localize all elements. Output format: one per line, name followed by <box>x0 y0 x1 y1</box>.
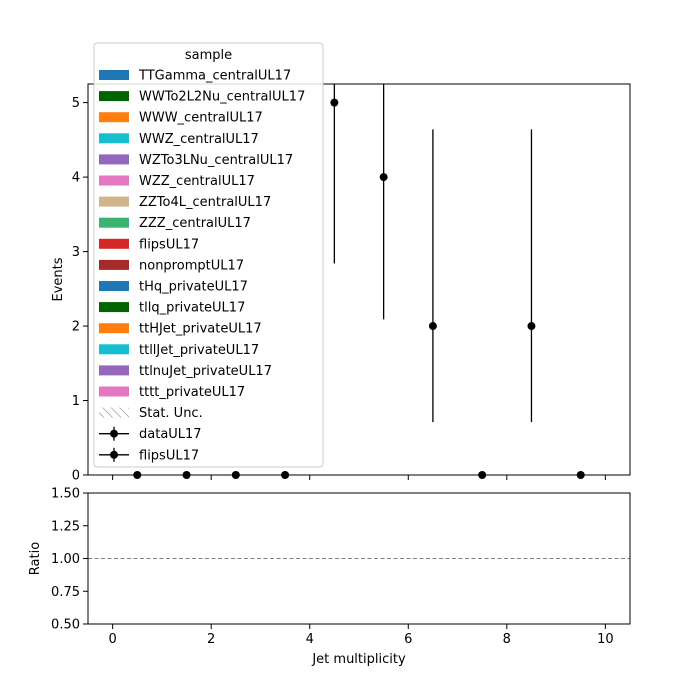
legend-label: Stat. Unc. <box>139 406 203 421</box>
legend-swatch <box>99 91 129 102</box>
legend-label: flipsUL17 <box>139 448 199 463</box>
legend-label: dataUL17 <box>139 427 202 442</box>
ratio-x-tick-label: 4 <box>306 632 314 647</box>
legend-entry: WWW_centralUL17 <box>99 111 263 126</box>
ratio-y-tick-label: 1.50 <box>51 487 80 502</box>
main-y-axis-label: Events <box>51 257 66 301</box>
data-point <box>379 173 388 182</box>
legend-label: tllq_privateUL17 <box>139 301 245 316</box>
legend-label: WZTo3LNu_centralUL17 <box>139 153 293 168</box>
legend-marker <box>110 450 118 459</box>
main-y-tick-label: 3 <box>72 245 80 260</box>
legend-entry: WWTo2L2Nu_centralUL17 <box>99 90 305 105</box>
legend-entry: WWZ_centralUL17 <box>99 132 259 147</box>
legend-entry: tllq_privateUL17 <box>99 301 245 316</box>
legend-swatch <box>99 238 129 249</box>
legend-marker <box>110 429 118 438</box>
ratio-x-tick-label: 6 <box>404 632 412 647</box>
data-point <box>428 322 437 331</box>
legend-label: ttlnuJet_privateUL17 <box>139 364 272 379</box>
legend-entry: flipsUL17 <box>99 237 199 252</box>
legend-box <box>93 42 324 468</box>
main-data-layer <box>133 84 585 479</box>
legend-label: WWTo2L2Nu_centralUL17 <box>139 90 305 105</box>
legend-swatch <box>99 217 129 228</box>
ratio-y-axis-label: Ratio <box>28 542 43 575</box>
main-axes-frame <box>87 83 631 476</box>
legend: sample TTGamma_centralUL17 WWTo2L2Nu_cent… <box>93 42 324 468</box>
legend-entry: ttlnuJet_privateUL17 <box>99 364 272 379</box>
legend-swatch <box>99 302 129 313</box>
legend-label: tttt_privateUL17 <box>139 385 245 400</box>
legend-swatch <box>99 175 129 186</box>
ratio-axes-frame <box>87 492 631 625</box>
legend-swatch <box>99 154 129 165</box>
ratio-y-tick-label: 0.75 <box>51 585 80 600</box>
main-y-tick-label: 5 <box>72 96 80 111</box>
ratio-y-tick-label: 0.50 <box>51 618 80 633</box>
legend-entry: flipsUL17 <box>99 447 199 463</box>
main-y-tick-label: 1 <box>72 394 80 409</box>
legend-label: tHq_privateUL17 <box>139 280 248 295</box>
legend-entry: ZZZ_centralUL17 <box>99 216 251 231</box>
legend-label: ttHJet_privateUL17 <box>139 322 262 337</box>
legend-entry: ttllJet_privateUL17 <box>99 343 259 358</box>
legend-swatch <box>99 323 129 334</box>
legend-entries: TTGamma_centralUL17 WWTo2L2Nu_centralUL17… <box>99 69 305 463</box>
legend-label: ZZTo4L_centralUL17 <box>139 195 271 210</box>
main-y-tick-label: 0 <box>72 469 80 484</box>
legend-swatch <box>99 386 129 397</box>
legend-swatch <box>99 133 129 144</box>
legend-swatch <box>99 196 129 207</box>
legend-entry: tttt_privateUL17 <box>99 385 245 400</box>
main-y-tick-label: 4 <box>72 171 80 186</box>
main-y-tick-label: 2 <box>72 320 80 335</box>
legend-entry: Stat. Unc. <box>99 406 203 421</box>
legend-entry: TTGamma_centralUL17 <box>99 69 291 84</box>
legend-swatch <box>99 112 129 123</box>
legend-label: TTGamma_centralUL17 <box>138 69 291 84</box>
ratio-x-tick-label: 10 <box>597 632 614 647</box>
ratio-y-tick-label: 1.00 <box>51 552 80 567</box>
legend-label: WWZ_centralUL17 <box>139 132 259 147</box>
legend-swatch <box>99 259 129 270</box>
legend-entry: WZTo3LNu_centralUL17 <box>99 153 293 168</box>
ratio-panel: 0 2 4 6 8 10 0.50 0.75 1.00 1.25 1.50 Ratio Jet mu… <box>28 487 631 667</box>
legend-label: ttllJet_privateUL17 <box>139 343 259 358</box>
legend-title: sample <box>185 48 232 63</box>
legend-label: ZZZ_centralUL17 <box>139 216 251 231</box>
legend-label: nonpromptUL17 <box>139 258 244 273</box>
legend-swatch <box>99 365 129 376</box>
main-axis-ticks: 0 1 2 3 4 5 <box>72 96 606 484</box>
ratio-x-tick-label: 2 <box>207 632 215 647</box>
legend-entry: dataUL17 <box>99 426 202 442</box>
legend-swatch <box>99 70 129 80</box>
ratio-x-tick-label: 8 <box>503 632 511 647</box>
legend-entry: ttHJet_privateUL17 <box>99 322 262 337</box>
ratio-x-tick-label: 0 <box>108 632 116 647</box>
legend-label: WZZ_centralUL17 <box>139 174 255 189</box>
legend-hatch-swatch <box>99 407 129 418</box>
legend-swatch <box>99 281 129 291</box>
legend-entry: tHq_privateUL17 <box>99 280 248 295</box>
legend-label: flipsUL17 <box>139 237 199 252</box>
legend-swatch <box>99 344 129 355</box>
x-axis-label: Jet multiplicity <box>311 652 406 667</box>
ratio-axis-ticks: 0 2 4 6 8 10 0.50 0.75 1.00 1.25 1.50 <box>51 487 614 648</box>
data-point <box>330 98 339 107</box>
legend-entry: nonpromptUL17 <box>99 258 244 273</box>
ratio-y-tick-label: 1.25 <box>51 519 80 534</box>
data-point <box>527 322 536 331</box>
legend-entry: ZZTo4L_centralUL17 <box>99 195 271 210</box>
legend-entry: WZZ_centralUL17 <box>99 174 255 189</box>
legend-label: WWW_centralUL17 <box>139 111 263 126</box>
